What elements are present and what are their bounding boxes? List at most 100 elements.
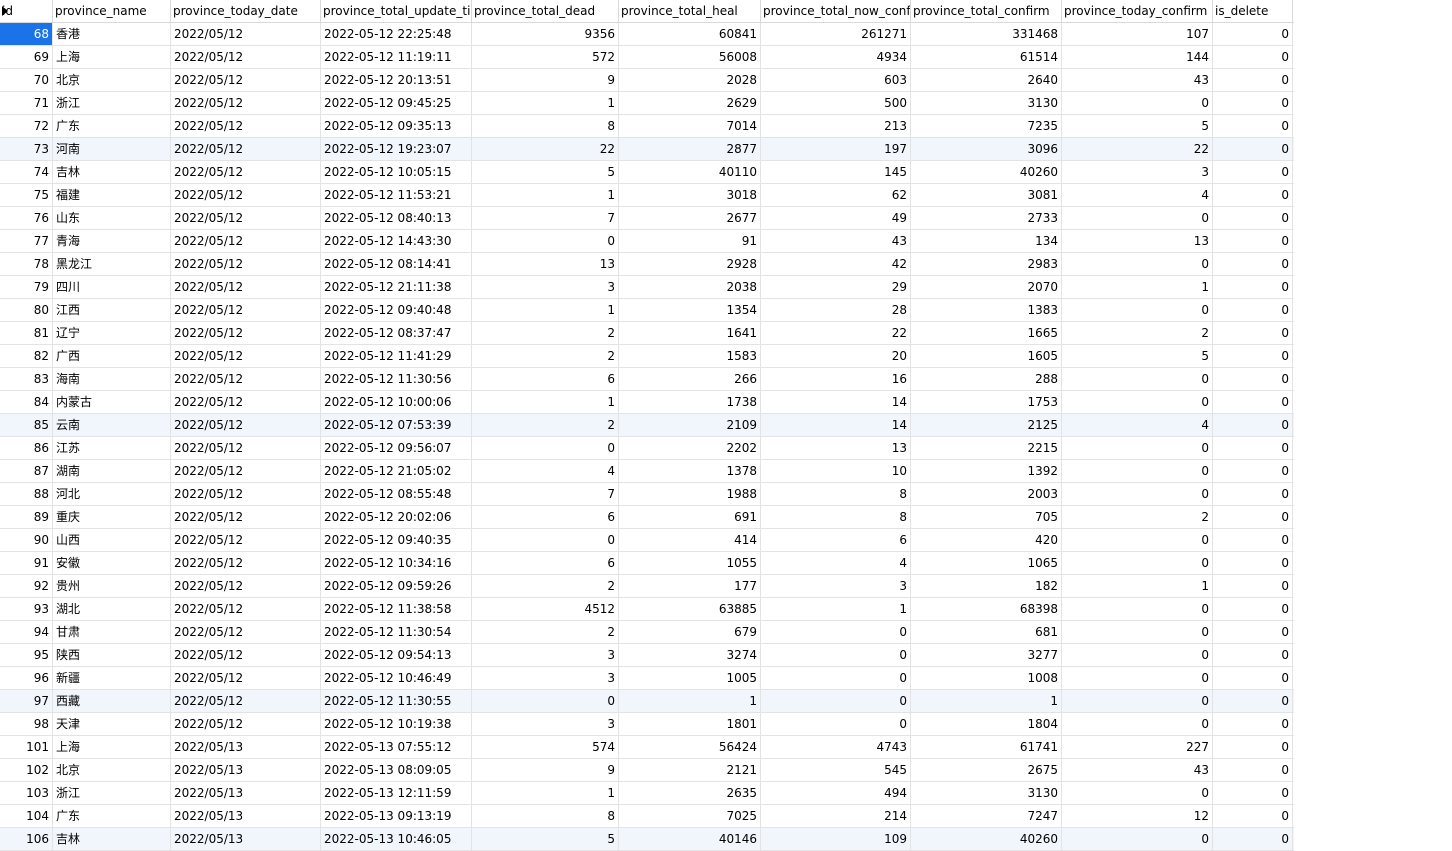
cell-province-today-confirm[interactable]: 0 [1062,713,1213,735]
cell-province-total-confirm[interactable]: 2983 [911,253,1062,275]
table-row[interactable]: 93 湖北 2022/05/12 2022-05-12 11:38:58 4512 638… [0,598,1294,621]
cell-province-total-now-confirm[interactable]: 4743 [761,736,911,758]
cell-province-name[interactable]: 吉林 [53,161,171,183]
cell-province-name[interactable]: 青海 [53,230,171,252]
cell-province-name[interactable]: 浙江 [53,92,171,114]
table-row[interactable]: 84 内蒙古 2022/05/12 2022-05-12 10:00:06 1 1738 1… [0,391,1294,414]
cell-province-today-confirm[interactable]: 5 [1062,345,1213,367]
cell-province-total-now-confirm[interactable]: 28 [761,299,911,321]
cell-province-total-now-confirm[interactable]: 261271 [761,23,911,45]
cell-province-total-dead[interactable]: 4512 [472,598,619,620]
cell-province-total-now-confirm[interactable]: 4934 [761,46,911,68]
cell-province-today-date[interactable]: 2022/05/12 [171,529,321,551]
cell-province-total-now-confirm[interactable]: 197 [761,138,911,160]
cell-id[interactable]: 82 [0,345,53,367]
cell-id[interactable]: 106 [0,828,53,850]
cell-is-delete[interactable]: 0 [1213,621,1293,643]
cell-province-total-confirm[interactable]: 1392 [911,460,1062,482]
cell-id[interactable]: 79 [0,276,53,298]
cell-province-today-confirm[interactable]: 0 [1062,92,1213,114]
cell-province-today-confirm[interactable]: 13 [1062,230,1213,252]
table-row[interactable]: 70 北京 2022/05/12 2022-05-12 20:13:51 9 2028 60… [0,69,1294,92]
cell-province-today-date[interactable]: 2022/05/13 [171,805,321,827]
cell-province-total-now-confirm[interactable]: 0 [761,644,911,666]
table-row[interactable]: 103 浙江 2022/05/13 2022-05-13 12:11:59 1 2635 4… [0,782,1294,805]
cell-province-today-confirm[interactable]: 1 [1062,276,1213,298]
cell-province-total-dead[interactable]: 0 [472,529,619,551]
cell-province-today-confirm[interactable]: 1 [1062,575,1213,597]
cell-is-delete[interactable]: 0 [1213,736,1293,758]
cell-province-total-confirm[interactable]: 2070 [911,276,1062,298]
cell-province-total-confirm[interactable]: 182 [911,575,1062,597]
cell-province-total-confirm[interactable]: 705 [911,506,1062,528]
cell-id[interactable]: 104 [0,805,53,827]
cell-id[interactable]: 103 [0,782,53,804]
cell-id[interactable]: 77 [0,230,53,252]
cell-province-total-heal[interactable]: 1354 [619,299,761,321]
cell-province-total-confirm[interactable]: 1008 [911,667,1062,689]
cell-province-total-now-confirm[interactable]: 62 [761,184,911,206]
table-row[interactable]: 82 广西 2022/05/12 2022-05-12 11:41:29 2 1583 20… [0,345,1294,368]
cell-province-total-heal[interactable]: 1005 [619,667,761,689]
cell-id[interactable]: 92 [0,575,53,597]
cell-is-delete[interactable]: 0 [1213,782,1293,804]
cell-province-today-confirm[interactable]: 0 [1062,690,1213,712]
cell-province-total-now-confirm[interactable]: 213 [761,115,911,137]
cell-province-total-heal[interactable]: 56008 [619,46,761,68]
cell-province-total-dead[interactable]: 7 [472,483,619,505]
cell-province-total-confirm[interactable]: 1383 [911,299,1062,321]
cell-is-delete[interactable]: 0 [1213,805,1293,827]
cell-province-total-update-time[interactable]: 2022-05-12 14:43:30 [321,230,472,252]
cell-id[interactable]: 95 [0,644,53,666]
cell-id[interactable]: 74 [0,161,53,183]
cell-province-total-heal[interactable]: 1988 [619,483,761,505]
cell-province-total-dead[interactable]: 3 [472,276,619,298]
cell-province-total-dead[interactable]: 0 [472,230,619,252]
cell-province-total-dead[interactable]: 572 [472,46,619,68]
cell-province-today-date[interactable]: 2022/05/12 [171,46,321,68]
cell-province-total-update-time[interactable]: 2022-05-12 11:53:21 [321,184,472,206]
cell-province-today-confirm[interactable]: 5 [1062,115,1213,137]
cell-province-total-now-confirm[interactable]: 603 [761,69,911,91]
cell-province-name[interactable]: 新疆 [53,667,171,689]
cell-province-total-confirm[interactable]: 40260 [911,161,1062,183]
cell-province-total-confirm[interactable]: 134 [911,230,1062,252]
cell-id[interactable]: 96 [0,667,53,689]
cell-province-name[interactable]: 北京 [53,759,171,781]
cell-province-today-date[interactable]: 2022/05/12 [171,345,321,367]
cell-province-today-date[interactable]: 2022/05/12 [171,230,321,252]
cell-province-today-date[interactable]: 2022/05/12 [171,598,321,620]
cell-province-total-dead[interactable]: 1 [472,92,619,114]
cell-province-total-confirm[interactable]: 3130 [911,782,1062,804]
cell-province-today-confirm[interactable]: 0 [1062,828,1213,850]
cell-province-today-date[interactable]: 2022/05/13 [171,782,321,804]
cell-province-total-dead[interactable]: 574 [472,736,619,758]
cell-province-today-date[interactable]: 2022/05/12 [171,506,321,528]
cell-province-total-update-time[interactable]: 2022-05-12 10:34:16 [321,552,472,574]
cell-id[interactable]: 68 [0,23,53,45]
table-row[interactable]: 87 湖南 2022/05/12 2022-05-12 21:05:02 4 1378 10… [0,460,1294,483]
cell-province-today-date[interactable]: 2022/05/13 [171,828,321,850]
cell-province-total-heal[interactable]: 1583 [619,345,761,367]
cell-province-total-dead[interactable]: 3 [472,644,619,666]
cell-province-total-update-time[interactable]: 2022-05-12 10:46:49 [321,667,472,689]
cell-id[interactable]: 73 [0,138,53,160]
cell-province-total-update-time[interactable]: 2022-05-12 09:40:48 [321,299,472,321]
cell-province-today-confirm[interactable]: 0 [1062,391,1213,413]
cell-province-total-heal[interactable]: 91 [619,230,761,252]
table-row[interactable]: 102 北京 2022/05/13 2022-05-13 08:09:05 9 2121 5… [0,759,1294,782]
cell-province-total-confirm[interactable]: 3081 [911,184,1062,206]
cell-province-total-update-time[interactable]: 2022-05-12 10:19:38 [321,713,472,735]
cell-province-total-now-confirm[interactable]: 494 [761,782,911,804]
cell-id[interactable]: 101 [0,736,53,758]
cell-province-total-confirm[interactable]: 1 [911,690,1062,712]
cell-province-name[interactable]: 河北 [53,483,171,505]
cell-province-total-update-time[interactable]: 2022-05-12 08:55:48 [321,483,472,505]
cell-province-today-confirm[interactable]: 0 [1062,667,1213,689]
cell-province-name[interactable]: 湖南 [53,460,171,482]
cell-province-total-dead[interactable]: 0 [472,690,619,712]
cell-province-total-update-time[interactable]: 2022-05-12 09:35:13 [321,115,472,137]
cell-province-today-date[interactable]: 2022/05/12 [171,690,321,712]
cell-province-total-update-time[interactable]: 2022-05-12 11:30:56 [321,368,472,390]
cell-province-total-update-time[interactable]: 2022-05-13 08:09:05 [321,759,472,781]
